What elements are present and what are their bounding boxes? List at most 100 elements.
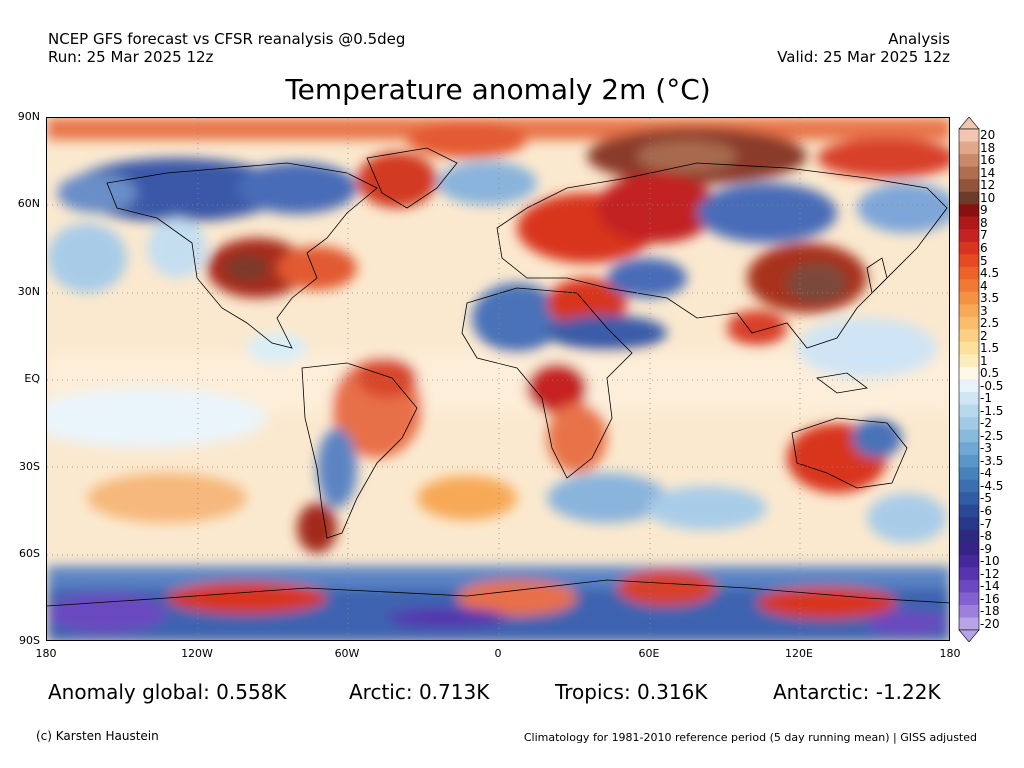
colorbar-swatch: [959, 191, 979, 205]
colorbar-max-arrow: [958, 117, 980, 130]
colorbar-tick-label: -1.5: [980, 403, 1004, 418]
colorbar-tick-label: -12: [980, 566, 1000, 581]
colorbar-swatch: [959, 442, 979, 455]
colorbar-tick-label: -9: [980, 541, 992, 556]
anomaly-map: [46, 117, 950, 641]
colorbar-tick-label: 18: [980, 140, 996, 155]
credit: (c) Karsten Haustein: [36, 729, 159, 743]
colorbar-swatch: [959, 304, 979, 318]
colorbar-tick-label: -2.5: [980, 428, 1004, 443]
lat-label-30s: 30S: [19, 460, 40, 473]
colorbar-tick-label: 4.5: [980, 266, 1000, 281]
colorbar-tick-label: -1: [980, 391, 992, 406]
colorbar: [958, 117, 980, 642]
map-title: Temperature anomaly 2m (°C): [285, 73, 711, 106]
colorbar-tick-label: -0.5: [980, 378, 1004, 393]
colorbar-swatch: [959, 366, 979, 380]
colorbar-swatch: [959, 154, 979, 167]
lat-label-90n: 90N: [17, 110, 40, 123]
colorbar-swatch: [959, 592, 979, 606]
colorbar-swatch: [959, 229, 979, 243]
colorbar-swatch: [959, 554, 979, 568]
colorbar-tick-label: 16: [980, 153, 996, 168]
graticule: [47, 118, 949, 640]
anomaly-map-graphic: [47, 118, 949, 640]
colorbar-swatch: [959, 504, 979, 518]
colorbar-tick-label: -20: [980, 616, 1000, 631]
colorbar-swatch: [959, 254, 979, 268]
stat-antarctic: Antarctic: -1.22K: [773, 680, 941, 704]
colorbar-swatch: [959, 417, 979, 430]
colorbar-swatch: [959, 341, 979, 355]
colorbar-swatch: [959, 517, 979, 531]
colorbar-tick-label: -18: [980, 604, 1000, 619]
lat-label-eq: EQ: [24, 372, 40, 385]
stat-global: Anomaly global: 0.558K: [48, 680, 287, 704]
colorbar-tick-label: -2: [980, 416, 992, 431]
colorbar-tick-label: 5: [980, 253, 988, 268]
lon-label-60e: 60E: [638, 647, 660, 660]
stat-arctic: Arctic: 0.713K: [349, 680, 490, 704]
colorbar-swatch: [959, 467, 979, 480]
colorbar-swatch: [959, 479, 979, 493]
analysis-label: Analysis: [888, 30, 950, 48]
colorbar-tick-label: 1: [980, 353, 988, 368]
colorbar-swatch: [959, 392, 979, 405]
colorbar-swatch: [959, 567, 979, 581]
lat-label-30n: 30N: [17, 285, 40, 298]
colorbar-tick-label: 7: [980, 228, 988, 243]
colorbar-tick-label: -4: [980, 466, 992, 481]
colorbar-min-arrow: [958, 629, 980, 642]
colorbar-swatch: [959, 404, 979, 418]
lat-label-60s: 60S: [19, 547, 40, 560]
colorbar-tick-label: 12: [980, 178, 996, 193]
lon-label-180w: 180: [35, 647, 57, 660]
colorbar-tick-label: -7: [980, 516, 992, 531]
colorbar-tick-label: 6: [980, 240, 988, 255]
coastlines: [47, 147, 949, 607]
colorbar-swatch: [959, 604, 979, 618]
colorbar-tick-label: 2.5: [980, 316, 1000, 331]
stat-tropics: Tropics: 0.316K: [555, 680, 708, 704]
colorbar-tick-label: -8: [980, 529, 992, 544]
anomaly-field: [47, 118, 949, 640]
colorbar-swatch: [959, 166, 979, 180]
colorbar-swatch: [959, 354, 979, 368]
lon-label-0: 0: [494, 647, 502, 660]
colorbar-swatch: [959, 279, 979, 293]
lon-label-120w: 120W: [181, 647, 213, 660]
colorbar-swatch: [959, 529, 979, 543]
colorbar-swatch: [959, 291, 979, 305]
colorbar-swatch: [959, 492, 979, 506]
lon-label-60w: 60W: [334, 647, 360, 660]
lon-label-180e: 180: [939, 647, 961, 660]
model-description: NCEP GFS forecast vs CFSR reanalysis @0.…: [48, 30, 406, 48]
colorbar-tick-label: 14: [980, 165, 996, 180]
colorbar-swatch: [959, 329, 979, 343]
lat-label-90s: 90S: [19, 634, 40, 647]
colorbar-swatch: [959, 266, 979, 280]
colorbar-tick-label: 10: [980, 190, 996, 205]
colorbar-swatch: [959, 617, 979, 631]
colorbar-tick-label: -10: [980, 554, 1000, 569]
run-time: Run: 25 Mar 2025 12z: [48, 48, 214, 66]
colorbar-tick-label: 3: [980, 303, 988, 318]
colorbar-swatch: [959, 129, 979, 142]
colorbar-tick-label: -16: [980, 591, 1000, 606]
colorbar-swatch: [959, 379, 979, 393]
lat-label-60n: 60N: [17, 197, 40, 210]
colorbar-tick-label: -14: [980, 579, 1000, 594]
colorbar-swatch: [959, 454, 979, 468]
colorbar-tick-label: 20: [980, 128, 996, 143]
colorbar-swatch: [959, 316, 979, 330]
colorbar-swatch: [959, 216, 979, 230]
colorbar-tick-label: 9: [980, 203, 988, 218]
colorbar-swatch: [959, 241, 979, 255]
colorbar-swatch: [959, 542, 979, 556]
colorbar-tick-label: 2: [980, 328, 988, 343]
colorbar-tick-label: 3.5: [980, 291, 1000, 306]
colorbar-tick-label: 4: [980, 278, 988, 293]
colorbar-tick-label: -6: [980, 504, 992, 518]
valid-time: Valid: 25 Mar 2025 12z: [777, 48, 950, 66]
colorbar-tick-label: -5: [980, 491, 992, 506]
